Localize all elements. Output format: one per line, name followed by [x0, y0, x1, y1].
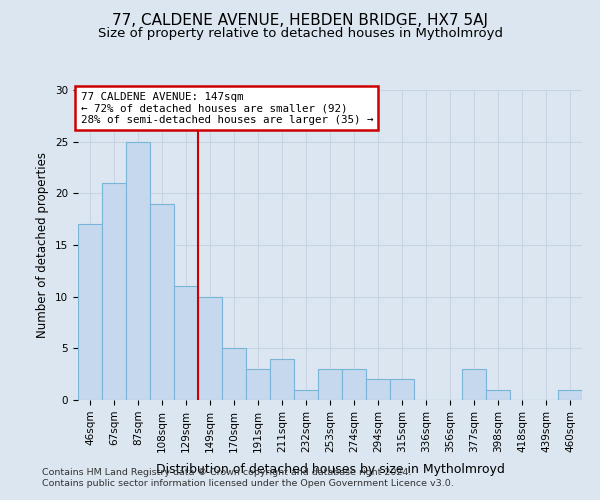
- Bar: [486, 390, 510, 400]
- X-axis label: Distribution of detached houses by size in Mytholmroyd: Distribution of detached houses by size …: [155, 463, 505, 476]
- Bar: [462, 369, 486, 400]
- Y-axis label: Number of detached properties: Number of detached properties: [37, 152, 49, 338]
- Bar: [126, 142, 150, 400]
- Bar: [78, 224, 102, 400]
- Bar: [342, 369, 366, 400]
- Text: Contains HM Land Registry data © Crown copyright and database right 2024.
Contai: Contains HM Land Registry data © Crown c…: [42, 468, 454, 487]
- Bar: [270, 358, 294, 400]
- Text: 77 CALDENE AVENUE: 147sqm
← 72% of detached houses are smaller (92)
28% of semi-: 77 CALDENE AVENUE: 147sqm ← 72% of detac…: [80, 92, 373, 124]
- Bar: [174, 286, 198, 400]
- Bar: [102, 183, 126, 400]
- Bar: [318, 369, 342, 400]
- Bar: [150, 204, 174, 400]
- Text: 77, CALDENE AVENUE, HEBDEN BRIDGE, HX7 5AJ: 77, CALDENE AVENUE, HEBDEN BRIDGE, HX7 5…: [112, 12, 488, 28]
- Bar: [246, 369, 270, 400]
- Bar: [558, 390, 582, 400]
- Text: Size of property relative to detached houses in Mytholmroyd: Size of property relative to detached ho…: [97, 28, 503, 40]
- Bar: [366, 380, 390, 400]
- Bar: [198, 296, 222, 400]
- Bar: [294, 390, 318, 400]
- Bar: [390, 380, 414, 400]
- Bar: [222, 348, 246, 400]
